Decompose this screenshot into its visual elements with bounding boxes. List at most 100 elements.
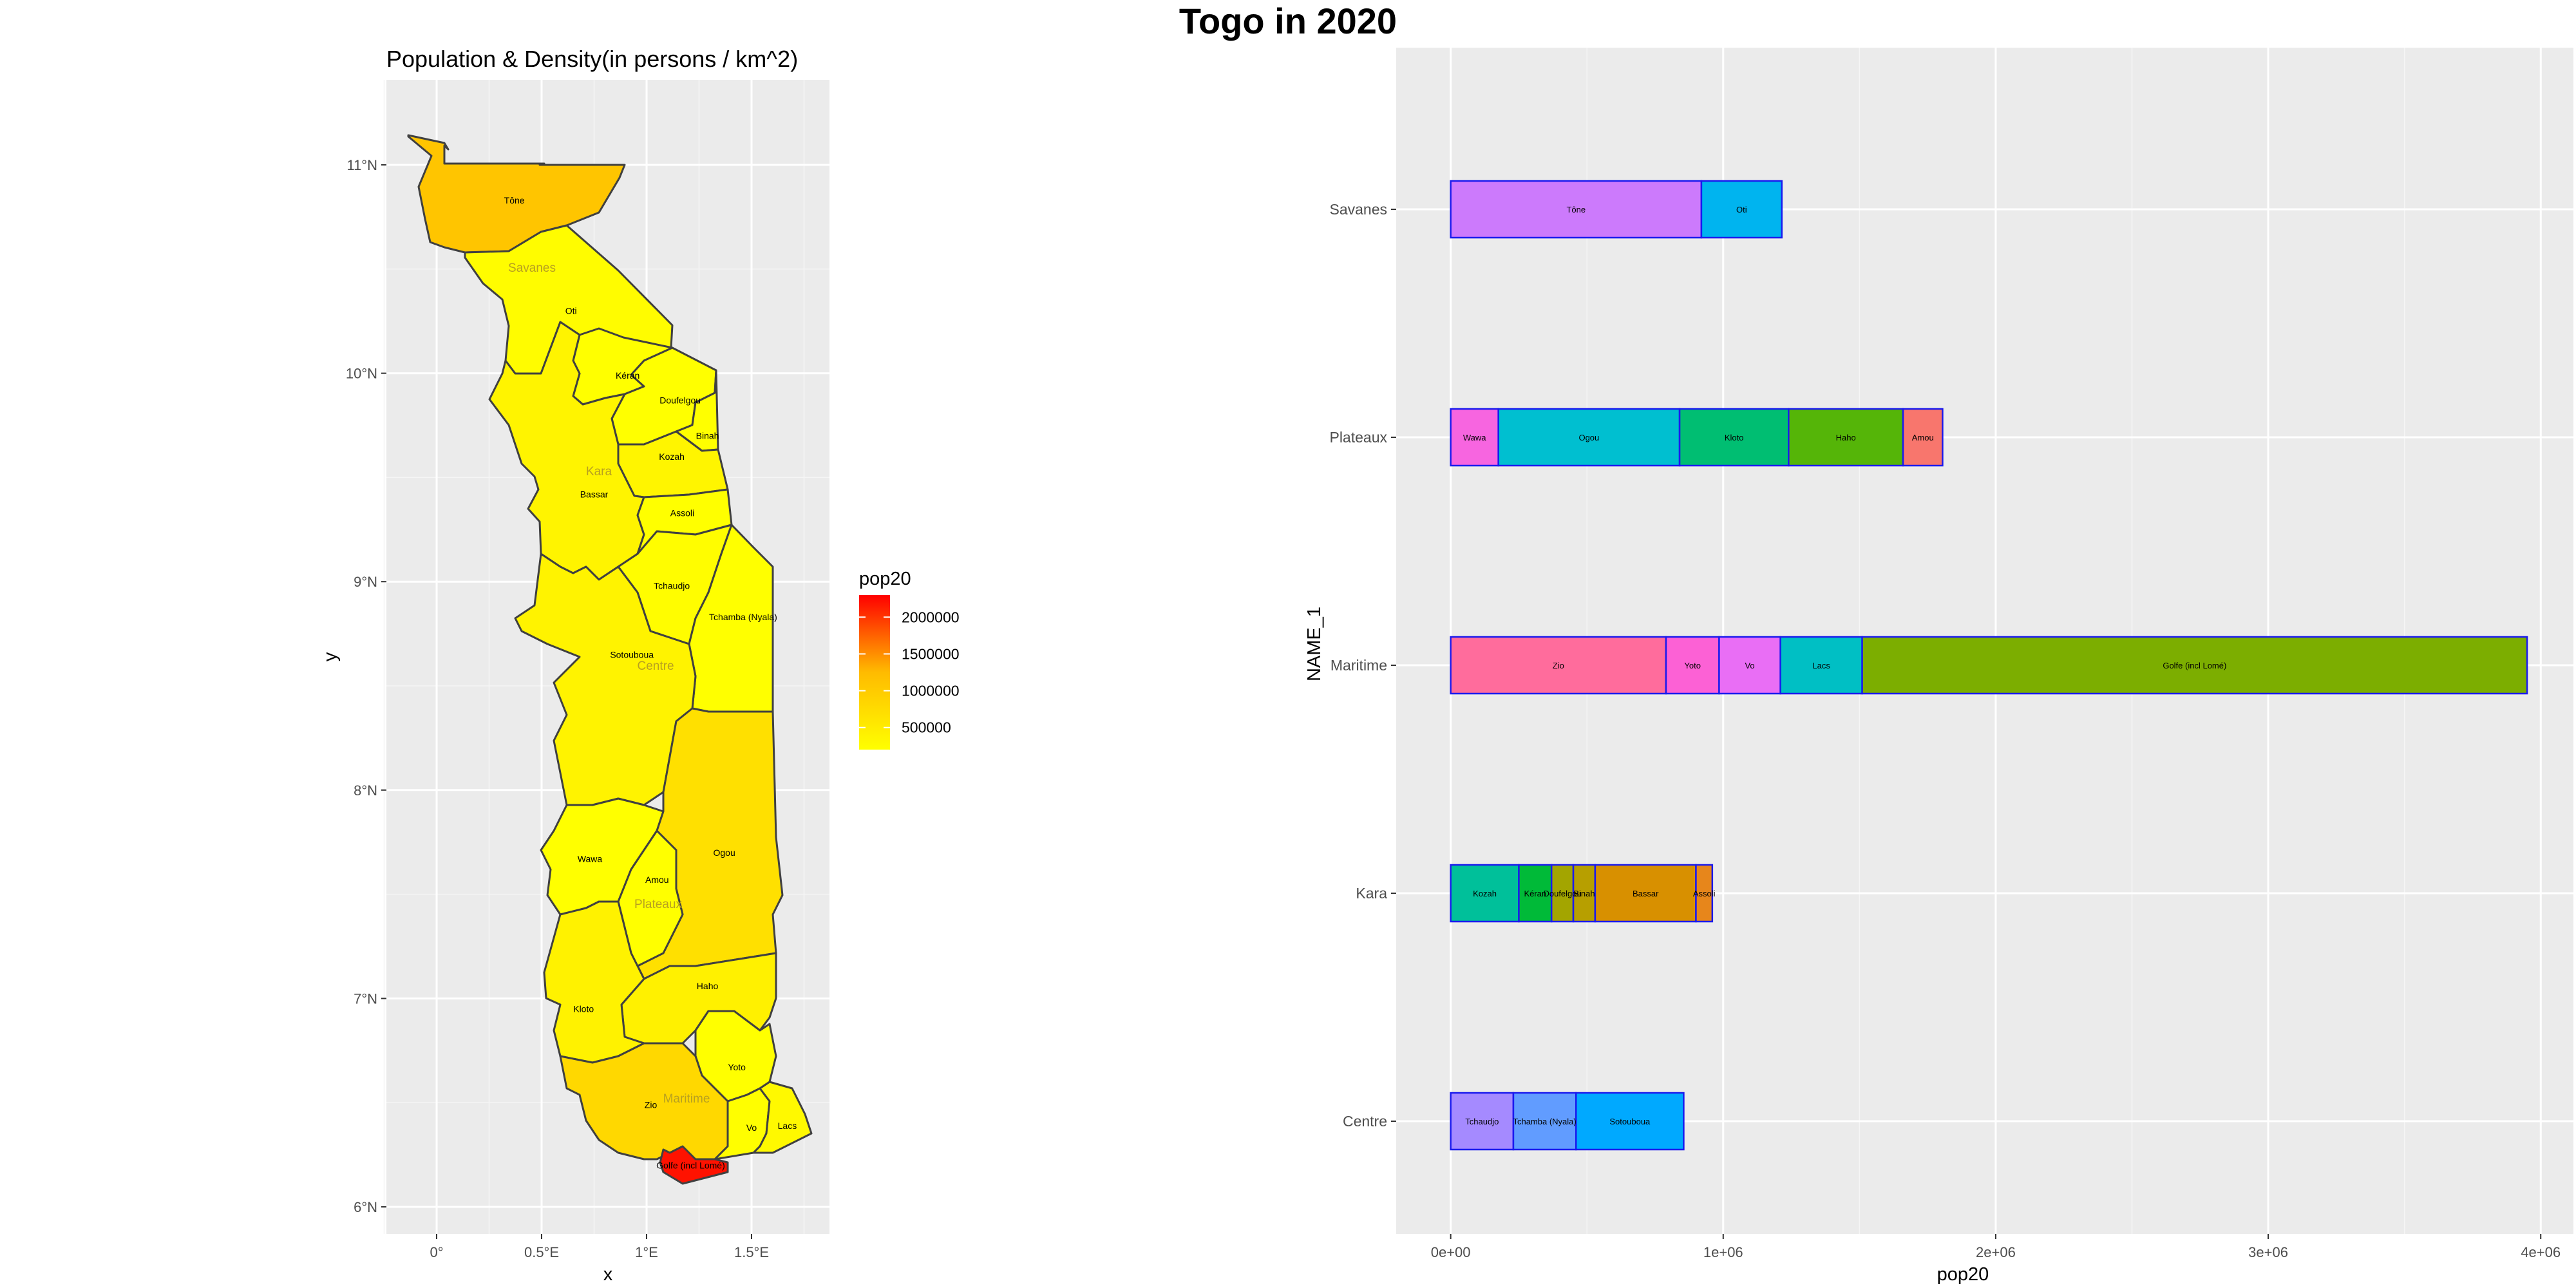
legend-colorbar xyxy=(859,595,890,750)
map-x-tick-label: 0.5°E xyxy=(524,1244,559,1260)
map-legend: pop20 2000000 1500000 1000000 500000 xyxy=(859,569,960,750)
bar-y-axis-ticks: Centre Kara Maritime Plateaux Savanes xyxy=(1329,201,1396,1130)
legend-tick-label: 1500000 xyxy=(902,645,960,662)
bar-y-tick-label: Centre xyxy=(1343,1113,1387,1130)
bar-segment-label: Tchaudjo xyxy=(1465,1117,1499,1126)
map-x-tick-label: 1°E xyxy=(635,1244,658,1260)
prefecture-label: Tchamba (Nyala) xyxy=(709,612,777,622)
legend-tick-label: 500000 xyxy=(902,719,951,736)
region-label: Maritime xyxy=(663,1092,710,1106)
prefecture-label: Tchaudjo xyxy=(654,581,690,591)
map-y-axis-ticks: 6°N 7°N 8°N 9°N 10°N 11°N xyxy=(346,157,386,1215)
map-x-tick-label: 1.5°E xyxy=(734,1244,769,1260)
prefecture-label: Ogou xyxy=(713,848,735,858)
bar-segment-label: Yoto xyxy=(1684,661,1701,670)
legend-title: pop20 xyxy=(859,569,911,589)
region-label: Centre xyxy=(637,659,674,673)
bar-y-tick-label: Kara xyxy=(1356,885,1387,902)
bar-segment xyxy=(1700,180,1783,239)
prefecture-label: Assoli xyxy=(670,507,694,518)
prefecture-label: Amou xyxy=(645,875,669,885)
bar-segment-label: Amou xyxy=(1912,433,1934,442)
bar-x-tick-label: 1e+06 xyxy=(1703,1244,1743,1260)
prefecture-label: Kéran xyxy=(616,370,639,381)
bar-segment xyxy=(1550,864,1575,923)
region-label: Savanes xyxy=(508,261,556,275)
bar-segment-label: Golfe (incl Lomé) xyxy=(2163,661,2226,670)
prefecture-label: Zio xyxy=(645,1099,658,1110)
prefecture-label: Wawa xyxy=(578,854,603,864)
region-label: Plateaux xyxy=(634,898,682,911)
bar-segment-label: Doufelgou xyxy=(1543,889,1581,898)
bar-segment-label: Kozah xyxy=(1473,889,1497,898)
prefecture-label: Binah xyxy=(696,431,719,441)
prefecture-shape xyxy=(752,1081,813,1154)
bar-segment-label: Ogou xyxy=(1578,433,1599,442)
map-y-tick-label: 6°N xyxy=(354,1199,377,1215)
bar-segment xyxy=(1572,864,1596,923)
legend-ticks: 2000000 1500000 1000000 500000 xyxy=(859,609,960,736)
bar-segment xyxy=(1594,864,1697,923)
bar-segment-label: Wawa xyxy=(1463,433,1486,442)
map-y-tick-label: 10°N xyxy=(346,366,377,382)
bar-segment xyxy=(1497,408,1681,467)
bar-segment-label: Oti xyxy=(1736,205,1747,214)
bar-segment-label: Sotouboua xyxy=(1609,1117,1651,1126)
map-y-tick-label: 7°N xyxy=(354,990,377,1007)
bar-segment xyxy=(1575,1092,1685,1151)
bar-y-tick-label: Plateaux xyxy=(1329,429,1387,446)
bar-segment xyxy=(1678,408,1790,467)
bar-x-tick-label: 2e+06 xyxy=(1976,1244,2016,1260)
bar-segment-label: Bassar xyxy=(1633,889,1659,898)
bar-segment xyxy=(1450,636,1667,695)
prefecture-label: Bassar xyxy=(580,489,609,499)
bar-segment-labels: Tône Oti Wawa Ogou Kloto Haho Amou Zio Yoto Vo Lac… xyxy=(1463,205,2226,1126)
prefecture-label: Golfe (incl Lomé) xyxy=(656,1160,725,1170)
bar-y-tick-label: Savanes xyxy=(1329,201,1387,218)
map-y-axis-label: y xyxy=(320,652,341,661)
bar-x-axis-ticks: 0e+00 1e+06 2e+06 3e+06 4e+06 xyxy=(1431,1234,2561,1260)
bar-segment-label: Tône xyxy=(1566,205,1586,214)
bar-segment-label: Zio xyxy=(1553,661,1564,670)
bar-x-tick-label: 3e+06 xyxy=(2248,1244,2288,1260)
prefecture-shape xyxy=(659,1145,729,1185)
bar-segment xyxy=(1779,636,1863,695)
prefecture-label: Doufelgou xyxy=(659,395,701,406)
bar-segment-label: Kloto xyxy=(1725,433,1744,442)
legend-tick-label: 2000000 xyxy=(902,609,960,625)
bar-segment xyxy=(1450,864,1520,923)
map-x-tick-label: 0° xyxy=(430,1244,443,1260)
bar-segment xyxy=(1902,408,1944,467)
bar-segment-label: Assoli xyxy=(1693,889,1716,898)
bar-segment xyxy=(1450,408,1499,467)
bar-segment-label: Kéran xyxy=(1524,889,1546,898)
map-region-labels: Savanes Kara Centre Plateaux Maritime xyxy=(508,261,710,1106)
bar-segments xyxy=(1450,180,2528,1151)
map-y-tick-label: 11°N xyxy=(346,157,377,173)
legend-tick-label: 1000000 xyxy=(902,683,960,699)
bar-x-tick-label: 4e+06 xyxy=(2521,1244,2561,1260)
bar-y-axis-label: NAME_1 xyxy=(1304,607,1325,681)
bar-segment-label: Tchamba (Nyala) xyxy=(1513,1117,1576,1126)
map-y-tick-label: 8°N xyxy=(354,782,377,799)
bar-segment xyxy=(1695,864,1714,923)
bar-y-tick-label: Maritime xyxy=(1331,657,1387,674)
prefecture-label: Yoto xyxy=(728,1062,746,1072)
map-title: Population & Density(in persons / km^2) xyxy=(386,46,798,72)
prefecture-label: Oti xyxy=(565,306,577,316)
bar-segment xyxy=(1450,180,1703,239)
region-label: Kara xyxy=(586,465,612,478)
page-title: Togo in 2020 xyxy=(1179,1,1397,41)
prefecture-label: Sotouboua xyxy=(610,649,654,659)
prefecture-label: Kloto xyxy=(573,1004,594,1014)
bar-x-axis-label: pop20 xyxy=(1937,1264,1989,1285)
prefecture-label: Vo xyxy=(746,1122,757,1133)
bar-x-tick-label: 0e+00 xyxy=(1431,1244,1471,1260)
map-prefecture-labels: Tône Oti Kéran Doufelgou Binah Kozah Bassar Ass… xyxy=(504,195,797,1170)
bar-segment-label: Vo xyxy=(1745,661,1754,670)
prefecture-label: Lacs xyxy=(778,1121,797,1131)
prefecture-label: Tône xyxy=(504,195,525,205)
prefecture-label: Haho xyxy=(697,981,719,991)
